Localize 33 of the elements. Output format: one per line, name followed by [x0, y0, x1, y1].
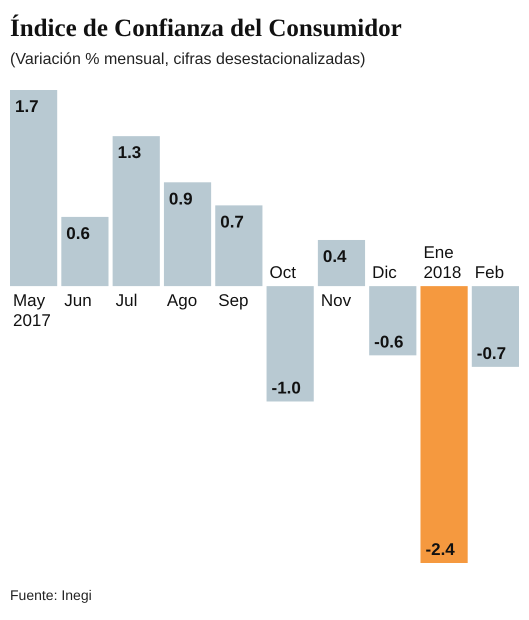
bar — [472, 286, 519, 367]
data-label: 0.4 — [322, 246, 348, 266]
x-tick-label: Ene 2018 — [423, 243, 462, 282]
x-tick-label: Feb — [474, 263, 504, 282]
data-label: 0.9 — [168, 189, 193, 208]
x-tick-label: Jul — [116, 291, 138, 310]
chart-subtitle: (Variación % mensual, cifras desestacionalizadas) — [10, 51, 366, 68]
bar — [112, 136, 160, 286]
bar — [10, 90, 58, 286]
bar — [215, 205, 262, 286]
data-label: -2.4 — [425, 540, 456, 559]
x-tick-label: Dic — [372, 263, 398, 282]
bar — [369, 286, 416, 356]
x-tick-label: Ago — [166, 291, 198, 310]
x-tick-label: Sep — [218, 291, 248, 310]
bar — [266, 286, 314, 402]
data-label: 0.7 — [220, 212, 244, 232]
source-note: Fuente: Inegi — [10, 587, 92, 603]
x-tick-label: Oct — [270, 263, 296, 282]
bar — [420, 286, 468, 563]
bar — [164, 182, 212, 286]
data-label: 1.3 — [118, 143, 142, 162]
x-tick-label: Jun — [64, 291, 92, 310]
data-label: -1.0 — [272, 378, 301, 398]
data-label: -0.7 — [476, 344, 506, 363]
data-label: -0.6 — [374, 332, 404, 352]
chart-title: Índice de Confianza del Consumidor — [10, 14, 402, 42]
bar — [318, 240, 366, 286]
data-label: 1.7 — [15, 97, 39, 116]
bar — [61, 216, 109, 286]
data-label: 0.6 — [66, 224, 90, 243]
x-tick-label: May 2017 — [13, 291, 51, 330]
x-tick-label: Nov — [320, 291, 352, 310]
